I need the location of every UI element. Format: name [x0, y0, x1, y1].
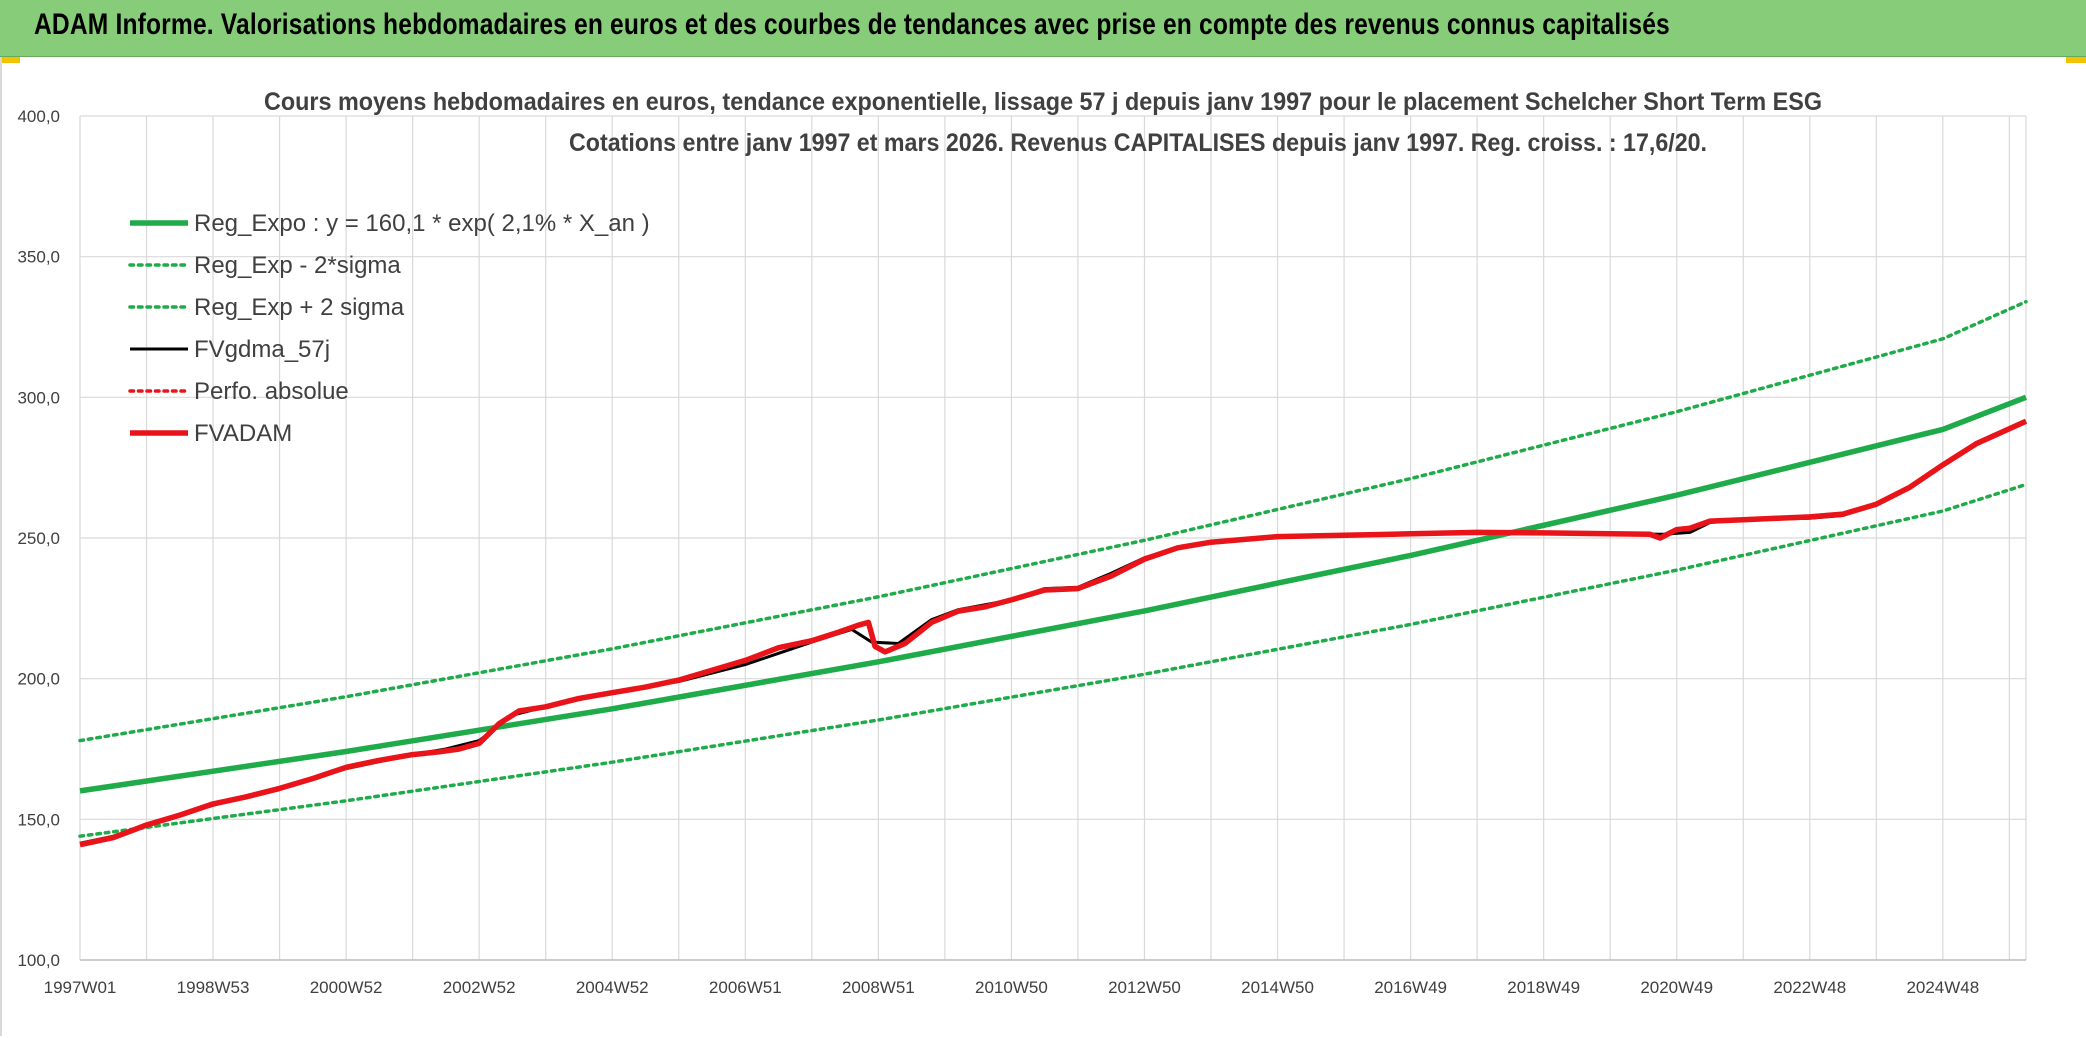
x-tick-label: 2020W49	[1640, 978, 1713, 997]
x-tick-label: 2008W51	[842, 978, 915, 997]
x-axis-ticks: 1997W01 1998W53 2000W52 2002W52 2004W52 2006W…	[44, 978, 1980, 997]
series-line-fvgdma-57j	[79, 419, 2027, 845]
y-tick-label: 150,0	[17, 810, 60, 829]
legend-label: FVgdma_57j	[194, 336, 330, 363]
legend-label: FVADAM	[194, 420, 292, 447]
series-layer	[78, 299, 2028, 848]
x-tick-label: 2018W49	[1507, 978, 1580, 997]
x-tick-label: 2016W49	[1374, 978, 1447, 997]
x-tick-label: 2002W52	[443, 978, 516, 997]
chart-title-line1: Cours moyens hebdomadaires en euros, ten…	[264, 88, 1822, 116]
x-tick-label: 1998W53	[177, 978, 250, 997]
y-tick-label: 200,0	[17, 670, 60, 689]
x-tick-label: 2000W52	[310, 978, 383, 997]
legend-label: Reg_Expo : y = 160,1 * exp( 2,1% * X_an …	[194, 210, 650, 237]
x-tick-label: 2004W52	[576, 978, 649, 997]
y-tick-label: 250,0	[17, 529, 60, 548]
x-tick-label: 2014W50	[1241, 978, 1314, 997]
corner-mark-right	[2066, 57, 2086, 63]
grid-layer	[79, 115, 2027, 961]
series-line-reg-exp	[78, 482, 2028, 838]
chart-title-line2: Cotations entre janv 1997 et mars 2026. …	[569, 129, 1707, 157]
series-line-reg-expo	[79, 394, 2027, 794]
y-axis-ticks: 100,0 150,0 200,0 250,0 300,0 350,0 400,0	[17, 107, 60, 970]
y-tick-label: 300,0	[17, 388, 60, 407]
y-tick-label: 350,0	[17, 248, 60, 267]
x-tick-label: 2022W48	[1773, 978, 1846, 997]
x-tick-label: 2010W50	[975, 978, 1048, 997]
y-tick-label: 400,0	[17, 107, 60, 126]
legend: Reg_Expo : y = 160,1 * exp( 2,1% * X_an …	[128, 210, 650, 447]
legend-label: Reg_Exp + 2 sigma	[194, 294, 405, 321]
report-title: ADAM Informe. Valorisations hebdomadaire…	[34, 8, 1670, 41]
chart-frame	[0, 57, 2086, 1036]
x-tick-label: 1997W01	[44, 978, 117, 997]
x-tick-label: 2024W48	[1906, 978, 1979, 997]
series-line-fvadam	[79, 418, 2028, 848]
series-line-reg-exp	[78, 299, 2028, 743]
legend-label: Reg_Exp - 2*sigma	[194, 252, 401, 279]
report-banner: ADAM Informe. Valorisations hebdomadaire…	[0, 0, 2086, 57]
x-tick-label: 2012W50	[1108, 978, 1181, 997]
corner-mark-left	[0, 57, 20, 63]
y-tick-label: 100,0	[17, 951, 60, 970]
legend-label: Perfo. absolue	[194, 378, 349, 405]
x-tick-label: 2006W51	[709, 978, 782, 997]
